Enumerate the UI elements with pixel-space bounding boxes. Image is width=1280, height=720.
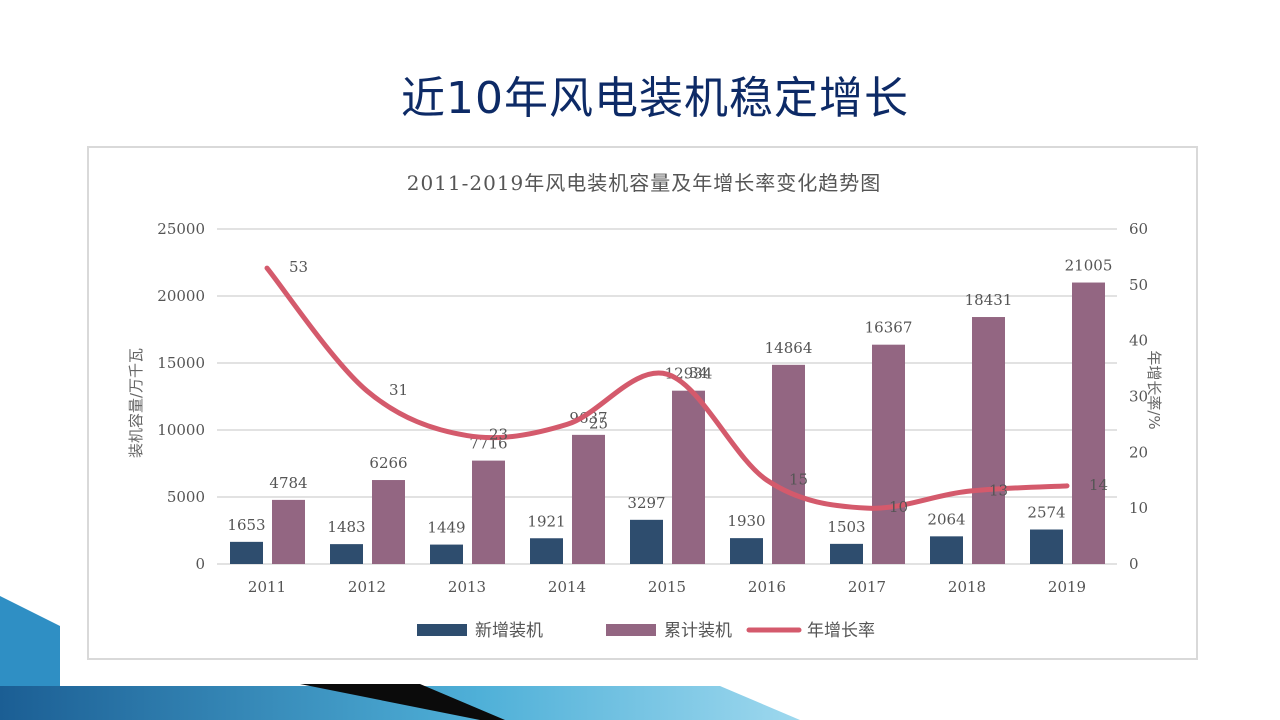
bar-label-cumulative: 16367: [865, 319, 913, 337]
bar-label-new: 1503: [827, 518, 865, 536]
rate-line-group: 53 31 23 25 34 15 10 13 14: [264, 258, 1108, 516]
decor-bottom-stripe: [0, 684, 800, 720]
legend-swatch: [606, 624, 656, 636]
legend-label: 新增装机: [475, 621, 543, 641]
bar-cumulative: [372, 480, 405, 564]
y-tick-label-right: 0: [1129, 555, 1139, 573]
legend: 新增装机 累计装机 年增长率: [417, 621, 875, 641]
bar-cumulative: [872, 344, 905, 564]
bar-label-new: 1930: [727, 512, 765, 530]
y-axis-right-ticks: 0 10 20 30 40 50 60: [1129, 220, 1148, 573]
bar-new: [430, 544, 463, 564]
rate-label: 34: [689, 364, 708, 382]
x-tick-label: 2017: [848, 578, 886, 596]
y-axis-left-title: 装机容量/万千瓦: [127, 348, 145, 458]
x-tick-label: 2013: [448, 578, 486, 596]
bar-new: [830, 543, 863, 564]
y-tick-label-right: 60: [1129, 220, 1148, 238]
x-tick-label: 2019: [1048, 578, 1086, 596]
bar-cumulative: [772, 364, 805, 564]
bar-label-new: 2574: [1027, 504, 1065, 522]
rate-label: 10: [889, 498, 908, 516]
legend-item-rate: 年增长率: [746, 621, 875, 641]
bar-label-cumulative: 4784: [269, 474, 307, 492]
legend-label: 累计装机: [664, 621, 732, 641]
bar-label-cumulative: 9637: [569, 409, 607, 427]
chart-title: 2011-2019年风电装机容量及年增长率变化趋势图: [407, 171, 882, 195]
y-tick-label-right: 20: [1129, 443, 1148, 461]
legend-label: 年增长率: [807, 621, 875, 641]
y-tick-label-left: 20000: [157, 287, 205, 305]
y-tick-label-left: 10000: [157, 421, 205, 439]
chart: 2011-2019年风电装机容量及年增长率变化趋势图 0500010000150…: [127, 171, 1163, 641]
chart-frame: 2011-2019年风电装机容量及年增长率变化趋势图 0 5000 10000 150…: [87, 146, 1198, 660]
y-tick-label-right: 40: [1129, 332, 1148, 350]
bar-cumulative: [472, 460, 505, 564]
bar-label-new: 1653: [227, 516, 265, 534]
decor-left-bar: [0, 596, 60, 686]
bar-cumulative: [572, 434, 605, 564]
bar-label-new: 1449: [427, 519, 465, 537]
rate-label: 25: [589, 414, 608, 432]
y-tick-label-right: 50: [1129, 276, 1148, 294]
x-tick-label: 2018: [948, 578, 986, 596]
x-tick-label: 2011: [248, 578, 286, 596]
bar-label-new: 1921: [527, 512, 565, 530]
x-axis-ticks: 2011 2012 2013 2014 2015 2016 2017 2018 2019: [248, 578, 1086, 596]
grid: [217, 228, 1117, 565]
bar-new: [230, 541, 263, 564]
slide-title: 近10年风电装机稳定增长: [401, 73, 909, 124]
bar-new: [630, 519, 663, 564]
bar-cumulative: [272, 499, 305, 564]
rate-line: [264, 265, 1070, 511]
y-tick-label-right: 30: [1129, 388, 1148, 406]
bar-new: [930, 536, 963, 564]
bar-new: [330, 544, 363, 564]
legend-item-cumulative: 累计装机: [606, 621, 732, 641]
rate-label: 14: [1089, 476, 1108, 494]
y-axis-right-title: 年增长率/%: [1145, 350, 1163, 429]
y-tick-label-right: 10: [1129, 499, 1148, 517]
y-tick-label-left: 15000: [157, 354, 205, 372]
bar-cumulative: [1072, 282, 1105, 564]
bar-label-new: 2064: [927, 510, 965, 528]
rate-label: 53: [289, 258, 308, 276]
rate-label: 31: [389, 381, 408, 399]
bar-label-cumulative: 14864: [765, 339, 813, 357]
bar-new: [530, 538, 563, 564]
bar-cumulative: [972, 317, 1005, 564]
x-tick-label: 2016: [748, 578, 786, 596]
bar-label-new: 1483: [327, 518, 365, 536]
bars: [230, 282, 1105, 564]
y-tick-label-left: 5000: [167, 488, 205, 506]
legend-item-new: 新增装机: [417, 621, 543, 641]
y-axis-left-ticks: 0 5000 10000 15000 20000 25000: [157, 220, 205, 573]
legend-swatch: [417, 624, 467, 636]
rate-label: 23: [489, 426, 508, 444]
x-tick-label: 2014: [548, 578, 586, 596]
bar-label-cumulative: 18431: [965, 291, 1013, 309]
x-tick-label: 2012: [348, 578, 386, 596]
bar-new: [1030, 529, 1063, 564]
y-tick-label-left: 25000: [157, 220, 205, 238]
rate-label: 15: [789, 470, 808, 488]
bar-new: [730, 538, 763, 564]
x-tick-label: 2015: [648, 578, 686, 596]
bar-label-cumulative: 21005: [1065, 257, 1113, 275]
bar-label-new: 3297: [627, 494, 665, 512]
y-tick-label-left: 0: [195, 555, 205, 573]
rate-label: 13: [989, 481, 1008, 499]
bar-cumulative: [672, 390, 705, 564]
bar-label-cumulative: 6266: [369, 454, 407, 472]
